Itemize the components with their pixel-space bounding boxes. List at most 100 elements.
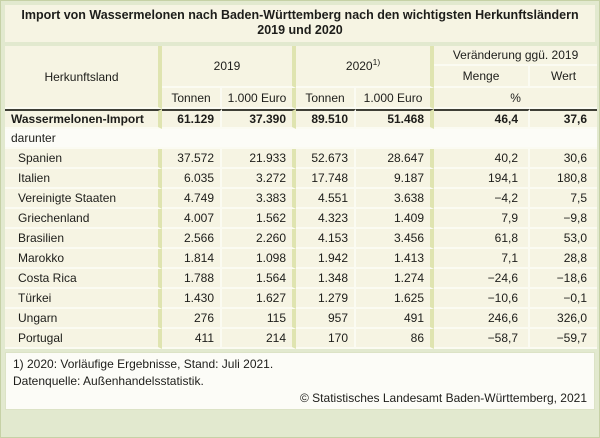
value-cell: 4.153 xyxy=(296,229,357,249)
table-row: Ungarn 276 115 957 491 246,6 326,0 xyxy=(5,309,598,329)
value-cell: 28,8 xyxy=(530,249,598,269)
value-cell: 4.551 xyxy=(296,189,357,209)
value-cell: 7,1 xyxy=(434,249,531,269)
value-cell: 53,0 xyxy=(530,229,598,249)
value-cell: 7,9 xyxy=(434,209,531,229)
value-cell: 1.627 xyxy=(222,289,297,309)
footnote-marker: 1) xyxy=(372,57,381,67)
value-cell: 17.748 xyxy=(296,169,357,189)
subheading-row: darunter xyxy=(5,129,598,149)
value-cell: 1.409 xyxy=(356,209,435,229)
value-cell: 3.383 xyxy=(222,189,297,209)
value-cell: 52.673 xyxy=(296,149,357,169)
value-cell: 3.456 xyxy=(356,229,435,249)
page-title: Import von Wassermelonen nach Baden-Würt… xyxy=(5,5,595,42)
data-source-text: Datenquelle: Außenhandelsstatistik. xyxy=(13,374,204,388)
country-label: Vereinigte Staaten xyxy=(5,189,162,209)
value-cell: 276 xyxy=(162,309,222,329)
value-cell: 9.187 xyxy=(356,169,435,189)
group-2020-label: 2020 xyxy=(345,59,373,73)
subheading-label: darunter xyxy=(5,129,598,149)
country-label: Italien xyxy=(5,169,162,189)
column-group-veraenderung: Veränderung ggü. 2019 xyxy=(434,46,598,66)
column-header-herkunftsland: Herkunftsland xyxy=(5,46,162,109)
value-cell: 214 xyxy=(222,329,297,349)
table-row: Italien 6.035 3.272 17.748 9.187 194,1 180,8 xyxy=(5,169,598,189)
country-label: Portugal xyxy=(5,329,162,349)
table-body: Wassermelonen-Import 61.129 37.390 89.51… xyxy=(5,109,598,349)
total-change-menge: 46,4 xyxy=(434,109,531,129)
value-cell: 1.098 xyxy=(222,249,297,269)
value-cell: 37.572 xyxy=(162,149,222,169)
value-cell: 326,0 xyxy=(530,309,598,329)
value-cell: 1.562 xyxy=(222,209,297,229)
value-cell: 4.323 xyxy=(296,209,357,229)
country-label: Ungarn xyxy=(5,309,162,329)
total-tonnen-2019: 61.129 xyxy=(162,109,222,129)
value-cell: 1.564 xyxy=(222,269,297,289)
value-cell: 61,8 xyxy=(434,229,531,249)
value-cell: 1.348 xyxy=(296,269,357,289)
value-cell: −4,2 xyxy=(434,189,531,209)
table-row: Spanien 37.572 21.933 52.673 28.647 40,2 30,6 xyxy=(5,149,598,169)
value-cell: −58,7 xyxy=(434,329,531,349)
value-cell: 86 xyxy=(356,329,435,349)
column-header-menge: Menge xyxy=(434,66,531,88)
value-cell: −10,6 xyxy=(434,289,531,309)
title-line-1: Import von Wassermelonen nach Baden-Würt… xyxy=(21,8,579,22)
table-row: Portugal 411 214 170 86 −58,7 −59,7 xyxy=(5,329,598,349)
unit-header-euro-2019: 1.000 Euro xyxy=(222,88,297,109)
value-cell: 491 xyxy=(356,309,435,329)
value-cell: 7,5 xyxy=(530,189,598,209)
value-cell: −59,7 xyxy=(530,329,598,349)
value-cell: 1.942 xyxy=(296,249,357,269)
value-cell: 1.430 xyxy=(162,289,222,309)
table-row: Marokko 1.814 1.098 1.942 1.413 7,1 28,8 xyxy=(5,249,598,269)
value-cell: 3.272 xyxy=(222,169,297,189)
value-cell: 115 xyxy=(222,309,297,329)
table-row: Brasilien 2.566 2.260 4.153 3.456 61,8 53,0 xyxy=(5,229,598,249)
value-cell: 40,2 xyxy=(434,149,531,169)
value-cell: 246,6 xyxy=(434,309,531,329)
value-cell: 411 xyxy=(162,329,222,349)
value-cell: 1.788 xyxy=(162,269,222,289)
value-cell: 1.274 xyxy=(356,269,435,289)
column-group-2019: 2019 xyxy=(162,46,297,88)
value-cell: 30,6 xyxy=(530,149,598,169)
value-cell: −0,1 xyxy=(530,289,598,309)
value-cell: 194,1 xyxy=(434,169,531,189)
value-cell: 21.933 xyxy=(222,149,297,169)
value-cell: 3.638 xyxy=(356,189,435,209)
title-line-2: 2019 und 2020 xyxy=(257,23,343,37)
total-row-label: Wassermelonen-Import xyxy=(5,109,162,129)
total-euro-2019: 37.390 xyxy=(222,109,297,129)
value-cell: 6.035 xyxy=(162,169,222,189)
value-cell: 1.279 xyxy=(296,289,357,309)
value-cell: 2.566 xyxy=(162,229,222,249)
country-label: Spanien xyxy=(5,149,162,169)
unit-header-euro-2020: 1.000 Euro xyxy=(356,88,435,109)
country-label: Brasilien xyxy=(5,229,162,249)
unit-header-percent: % xyxy=(434,88,598,109)
table-row: Vereinigte Staaten 4.749 3.383 4.551 3.638 −4… xyxy=(5,189,598,209)
column-header-wert: Wert xyxy=(530,66,598,88)
country-label: Marokko xyxy=(5,249,162,269)
table-header: Herkunftsland 2019 20201) Veränderung gg… xyxy=(5,46,598,109)
unit-header-tonnen-2019: Tonnen xyxy=(162,88,222,109)
value-cell: 957 xyxy=(296,309,357,329)
country-label: Griechenland xyxy=(5,209,162,229)
copyright-text: © Statistisches Landesamt Baden-Württemb… xyxy=(300,391,587,405)
footer: 1) 2020: Vorläufige Ergebnisse, Stand: J… xyxy=(5,352,595,410)
unit-header-tonnen-2020: Tonnen xyxy=(296,88,357,109)
value-cell: 170 xyxy=(296,329,357,349)
table-row: Türkei 1.430 1.627 1.279 1.625 −10,6 −0,1 xyxy=(5,289,598,309)
country-label: Costa Rica xyxy=(5,269,162,289)
value-cell: 4.749 xyxy=(162,189,222,209)
footnote-text: 1) 2020: Vorläufige Ergebnisse, Stand: J… xyxy=(13,357,274,371)
value-cell: 28.647 xyxy=(356,149,435,169)
value-cell: −24,6 xyxy=(434,269,531,289)
value-cell: −18,6 xyxy=(530,269,598,289)
value-cell: 180,8 xyxy=(530,169,598,189)
value-cell: 1.814 xyxy=(162,249,222,269)
